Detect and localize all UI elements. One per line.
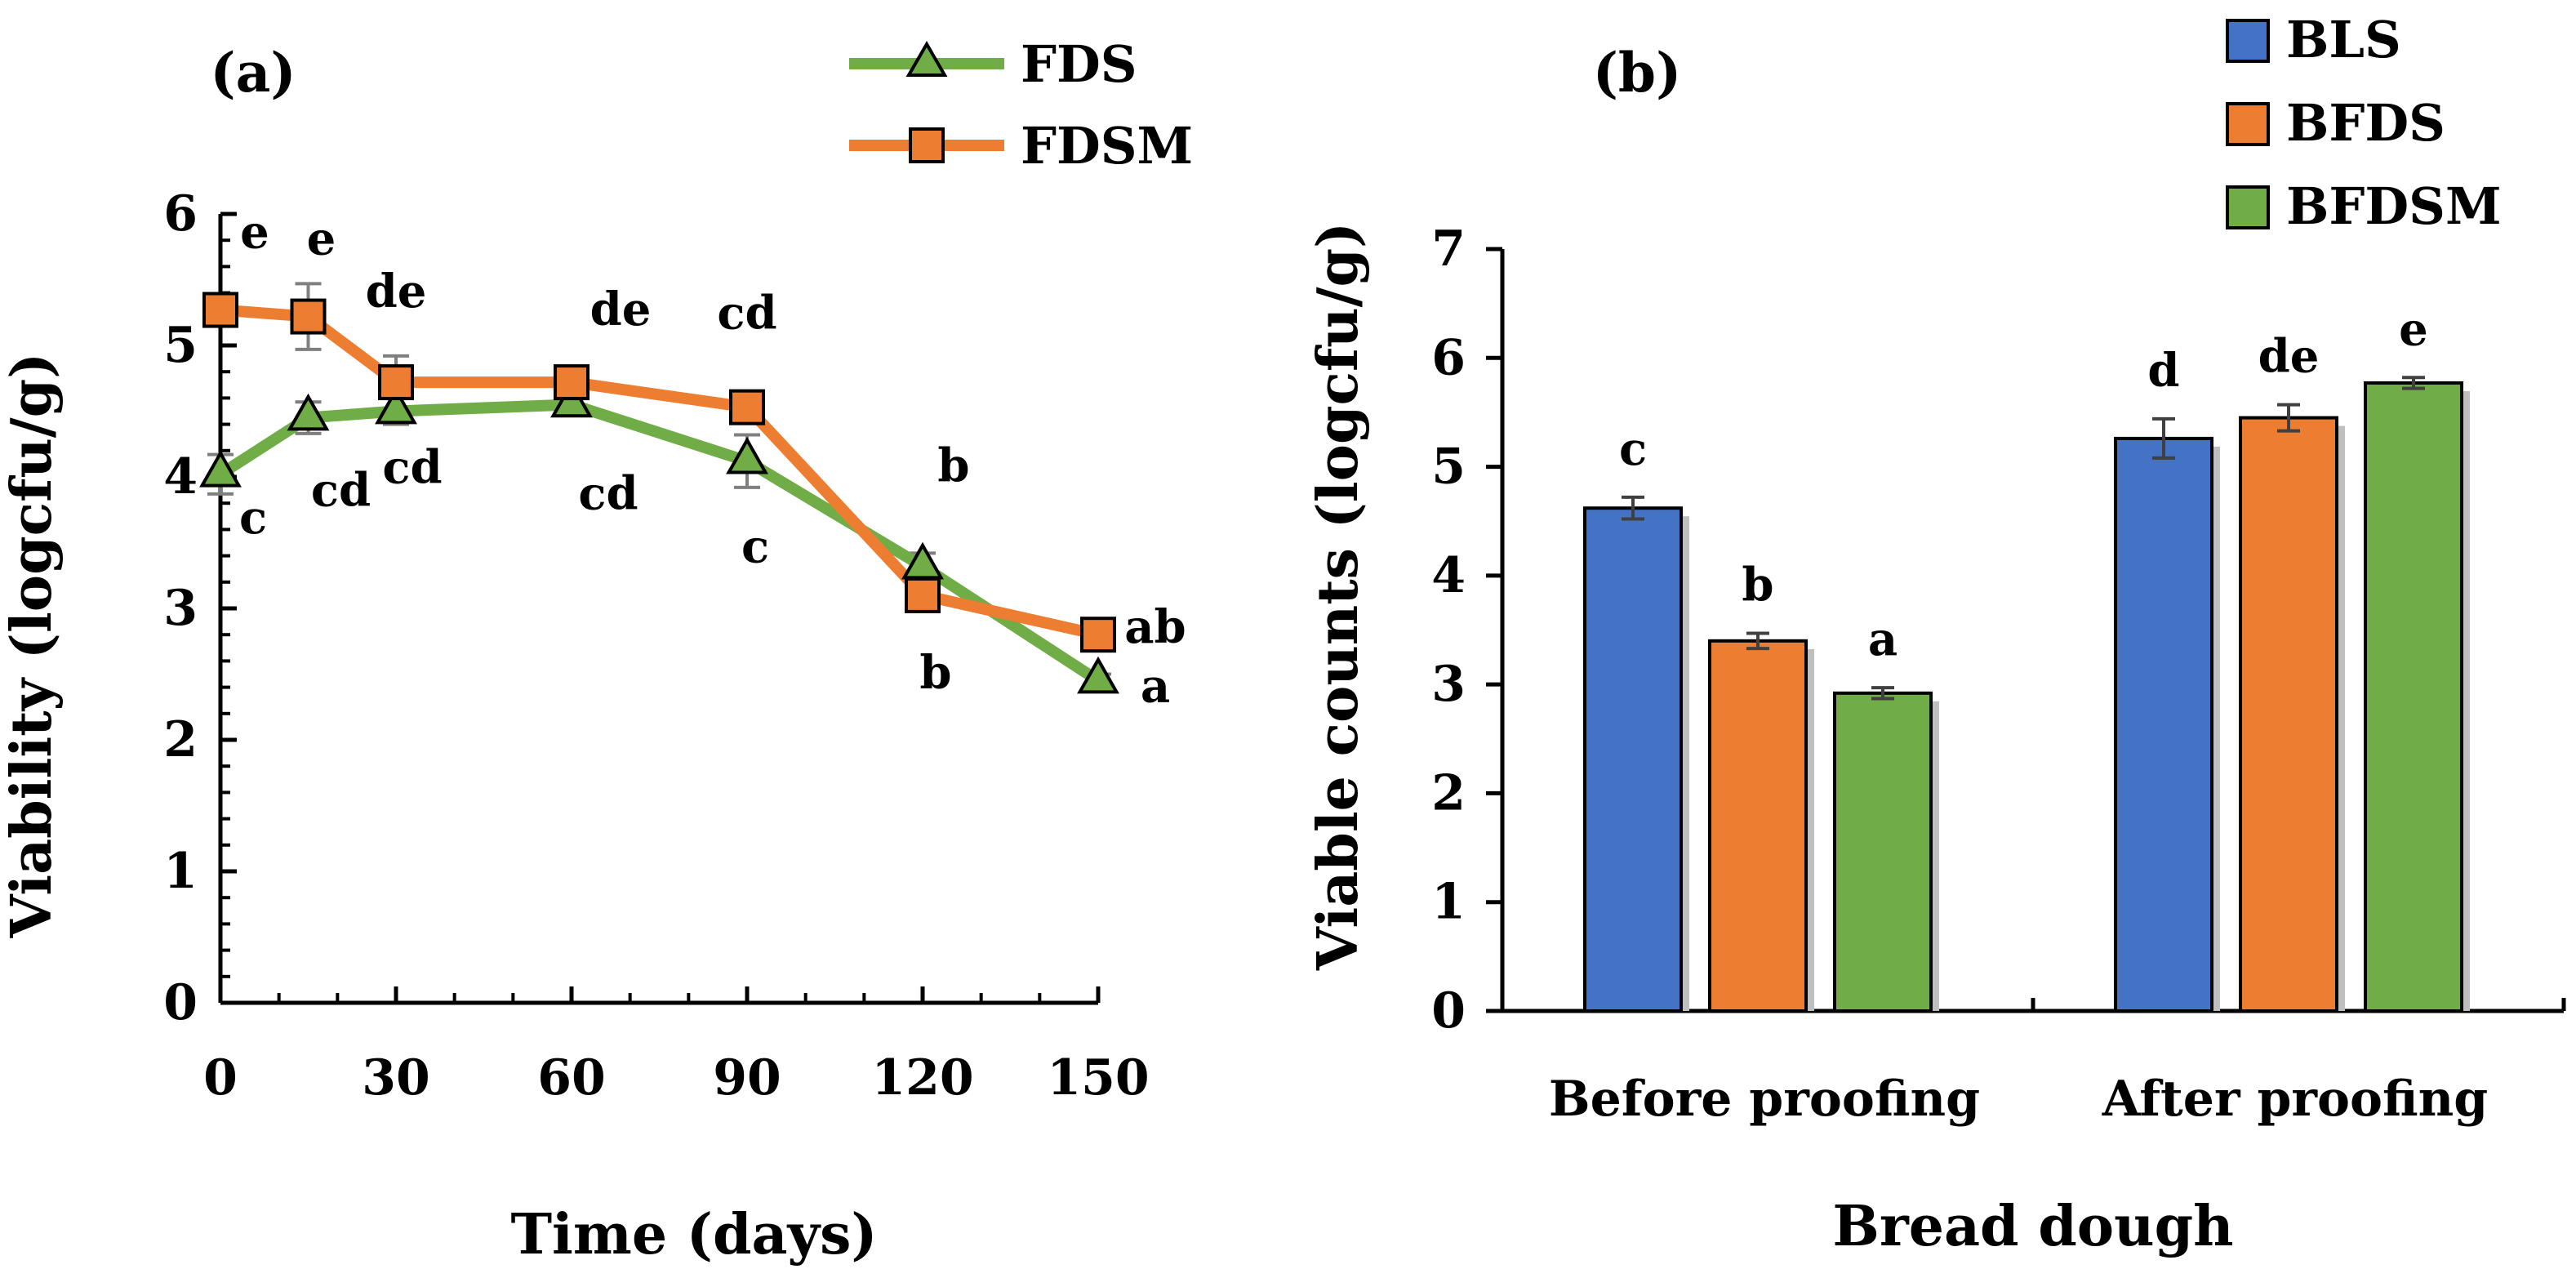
panel-a-sig-label-fds: c — [741, 520, 769, 574]
panel-b-bar-bfds — [2239, 416, 2338, 1013]
panel-b-y-tick-label: 1 — [1431, 874, 1466, 931]
panel-b-legend: BLS BFDS BFDSM — [2226, 10, 2502, 236]
panel-a-legend-label-fds: FDS — [1021, 34, 1137, 94]
panel-a-point-fdsm — [1080, 617, 1116, 653]
panel-b-legend-swatch-bfdsm — [2226, 185, 2270, 229]
panel-b-category-label: Before proofing — [1549, 1071, 1980, 1128]
panel-a-sig-label-fds: a — [1141, 660, 1170, 714]
panel-a-x-tick-label: 90 — [713, 1049, 781, 1107]
panel-b-y-tick-label: 7 — [1431, 220, 1466, 278]
panel-b-sig-label: d — [2147, 344, 2179, 398]
panel-a-y-tick-label: 0 — [163, 974, 198, 1031]
panel-a-y-axis-title: Viability (logcfu/g) — [0, 353, 65, 939]
panel-b-bar-bfdsm — [2364, 381, 2463, 1013]
panel-b-bar-bls — [2114, 436, 2213, 1013]
panel-b-y-axis-title: Viable counts (logcfu/g) — [1306, 222, 1371, 971]
panel-b-legend-swatch-bls — [2226, 19, 2270, 63]
panel-a-sig-label-fds: c — [239, 491, 267, 545]
panel-a-point-fds — [726, 436, 768, 474]
panel-b-legend-label-bfds: BFDS — [2286, 93, 2445, 153]
panel-a-x-axis-title: Time (days) — [510, 1202, 877, 1267]
panel-a-label: (a) — [210, 41, 296, 105]
panel-a-y-tick-label: 5 — [163, 317, 198, 374]
panel-a-point-fdsm — [905, 577, 941, 613]
panel-a-sig-label-fdsm: e — [307, 212, 336, 266]
panel-b-x-axis-title: Bread dough — [1832, 1194, 2233, 1259]
panel-a-y-tick-label: 2 — [163, 711, 198, 768]
panel-b-sig-label: c — [1619, 422, 1647, 476]
panel-b-legend-swatch-bfds — [2226, 102, 2270, 146]
panel-a-point-fdsm — [554, 364, 589, 401]
panel-a-sig-label-fdsm: e — [240, 206, 269, 260]
panel-b-y-tick-label: 6 — [1431, 329, 1466, 386]
panel-a-x-tick-label: 0 — [203, 1049, 238, 1107]
panel-b-bar-bls — [1583, 506, 1683, 1013]
panel-b-y-tick-label: 4 — [1431, 547, 1466, 604]
panel-a-y-tick-label: 4 — [163, 448, 198, 505]
panel-a-y-tick-label: 1 — [163, 843, 198, 900]
panel-b-y-tick-label: 3 — [1431, 656, 1466, 713]
panel-a-legend-square-icon — [909, 127, 945, 163]
panel-a-legend-label-fdsm: FDSM — [1021, 116, 1193, 176]
panel-a-y-tick-label: 6 — [163, 185, 198, 243]
panel-b-category-label: After proofing — [2102, 1071, 2489, 1128]
panel-b-sig-label: a — [1868, 612, 1898, 666]
panel-a-sig-label-fdsm: ab — [1124, 600, 1186, 654]
panel-b-legend-label-bfdsm: BFDSM — [2286, 176, 2502, 236]
panel-a-point-fdsm — [290, 298, 327, 335]
panel-a-point-fds — [1077, 656, 1119, 694]
panel-b-sig-label: e — [2399, 302, 2428, 356]
panel-a-sig-label-fds: cd — [311, 464, 371, 518]
panel-b-sig-label: de — [2258, 330, 2320, 384]
panel-a-x-tick-label: 120 — [871, 1049, 973, 1107]
panel-b-bar-chart: (b) 0 1 2 3 4 5 6 7 c b a d de e Before proofing Afte… — [1306, 10, 2566, 1259]
panel-a-x-tick-label: 60 — [537, 1049, 606, 1107]
panel-a-sig-label-fdsm: de — [366, 265, 427, 318]
panel-b-legend-label-bls: BLS — [2286, 10, 2401, 69]
panel-b-y-tick-label: 5 — [1431, 439, 1466, 496]
panel-a-sig-label-fds: b — [937, 439, 969, 492]
panel-a-point-fds — [199, 450, 242, 488]
panel-b-bar-bfds — [1708, 639, 1808, 1013]
panel-a-x-tick-label: 30 — [362, 1049, 430, 1107]
panel-b-y-tick-label: 0 — [1431, 982, 1466, 1040]
panel-a-point-fds — [375, 386, 417, 425]
panel-a-point-fdsm — [729, 389, 765, 425]
panel-b-label: (b) — [1593, 41, 1682, 105]
panel-a-x-tick-label: 150 — [1047, 1049, 1149, 1107]
panel-a-legend-triangle-icon — [905, 41, 948, 77]
panel-a-point-fdsm — [202, 292, 238, 328]
panel-a-point-fdsm — [378, 364, 414, 401]
panel-b-bar-bfdsm — [1833, 691, 1933, 1013]
panel-a-sig-label-fds: cd — [578, 466, 638, 520]
panel-a-sig-label-fds: cd — [382, 441, 442, 495]
panel-a-point-fds — [287, 393, 330, 431]
panel-b-sig-label: b — [1742, 558, 1773, 612]
panel-a-sig-label-fdsm: cd — [717, 287, 776, 341]
panel-a-sig-label-fdsm: de — [590, 283, 652, 336]
panel-b-y-tick-label: 2 — [1431, 764, 1466, 822]
panel-a-y-tick-label: 3 — [163, 580, 198, 637]
panel-a-legend: FDS FDSM — [849, 34, 1193, 176]
panel-a-sig-label-fdsm: b — [919, 646, 951, 700]
